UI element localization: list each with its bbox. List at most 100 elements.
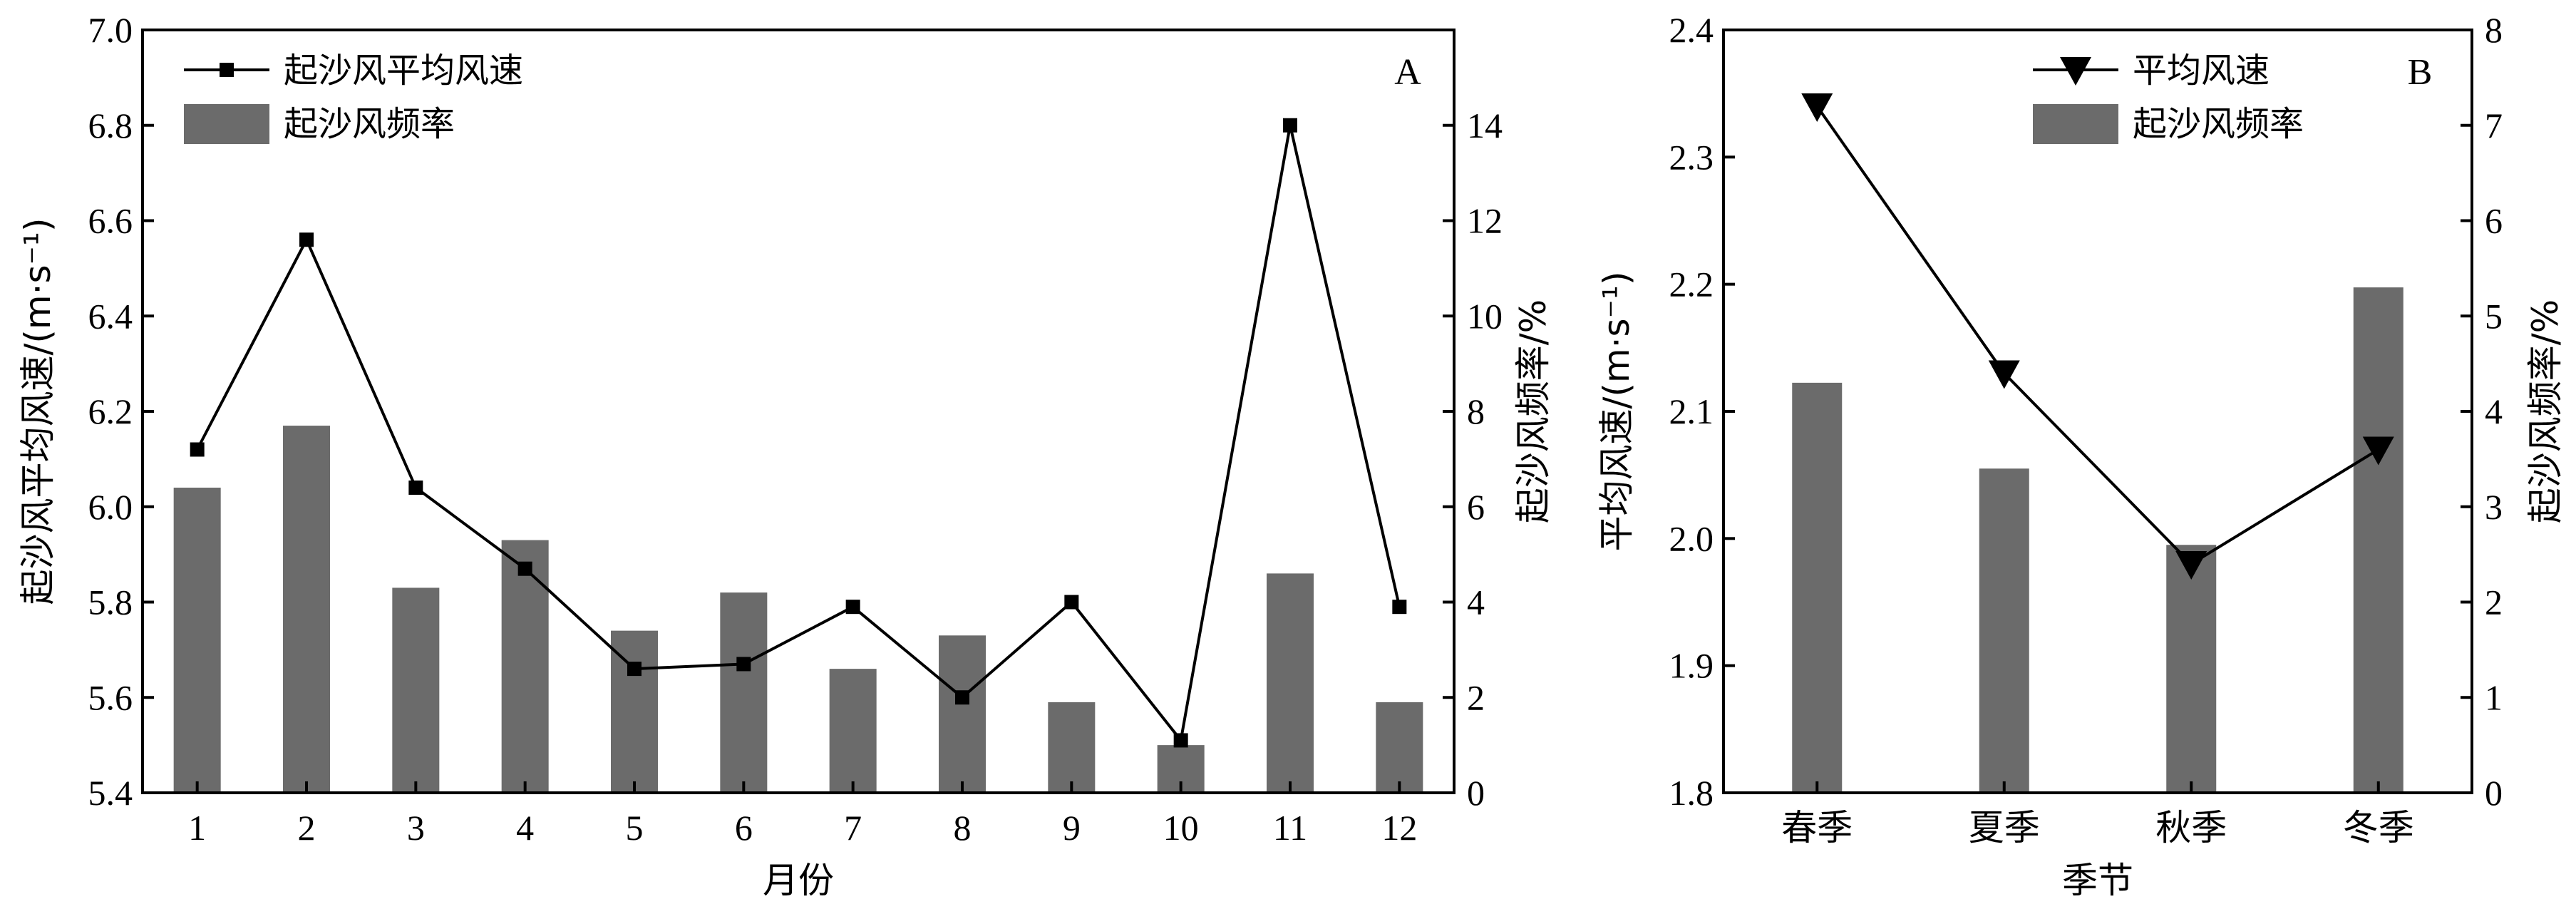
point-2: [299, 232, 314, 247]
left-tick-label: 6.8: [88, 106, 133, 145]
plot-frame: [141, 29, 1456, 794]
bar-春季: [1792, 382, 1843, 793]
point-4: [517, 561, 532, 576]
x-tick-label: 3: [407, 808, 425, 848]
right-tick-label: 8: [1467, 391, 1485, 431]
right-tick-label: 2: [2485, 582, 2503, 622]
bar-3: [392, 587, 440, 793]
x-tick-label: 2: [298, 808, 316, 848]
x-tick-label: 7: [844, 808, 862, 848]
legend-label-bar: 起沙风频率: [2133, 104, 2304, 144]
right-tick-label: 5: [2485, 296, 2503, 336]
left-tick-label: 7.0: [88, 10, 133, 50]
left-tick-label: 2.4: [1669, 10, 1714, 50]
bar-4: [501, 540, 549, 793]
right-tick-label: 12: [1467, 201, 1503, 241]
left-axis-title: 起沙风平均风速/(m·s⁻¹): [17, 218, 58, 605]
point-夏季: [1988, 360, 2020, 389]
right-axis-title: 起沙风频率/%: [2525, 299, 2566, 523]
point-8: [955, 690, 969, 705]
point-11: [1283, 118, 1297, 133]
line-series: [1815, 105, 2379, 566]
legend-bar-symbol: [2033, 104, 2118, 144]
bar-夏季: [1979, 468, 2029, 793]
point-12: [1392, 600, 1407, 615]
x-tick-label: 10: [1163, 808, 1199, 848]
point-秋季: [2175, 551, 2207, 580]
x-axis-title: 季节: [2062, 860, 2133, 901]
bar-8: [939, 635, 986, 793]
legend-label-bar: 起沙风频率: [284, 104, 455, 144]
point-1: [190, 442, 205, 457]
left-tick-label: 1.8: [1669, 773, 1714, 813]
left-tick-label: 1.9: [1669, 646, 1714, 686]
bar-11: [1267, 573, 1314, 793]
legend-bar-symbol: [184, 104, 269, 144]
bar-1: [173, 488, 221, 793]
x-tick-label: 1: [188, 808, 206, 848]
point-5: [627, 662, 642, 677]
x-tick-label: 夏季: [1969, 807, 2040, 848]
x-tick-label: 秋季: [2155, 807, 2227, 848]
right-tick-label: 6: [2485, 201, 2503, 241]
legend-marker: [2060, 57, 2091, 86]
left-tick-label: 6.6: [88, 201, 133, 241]
point-冬季: [2362, 436, 2394, 466]
right-tick-label: 0: [2485, 773, 2503, 813]
right-tick-label: 4: [2485, 391, 2503, 431]
bar-秋季: [2166, 545, 2217, 793]
right-tick-label: 2: [1467, 677, 1485, 717]
bar-2: [283, 426, 330, 793]
bar-7: [829, 669, 877, 793]
bar-6: [720, 592, 768, 793]
x-tick-label: 5: [626, 808, 644, 848]
right-tick-label: 4: [1467, 582, 1485, 622]
panel-label: B: [2408, 52, 2433, 93]
left-tick-label: 5.8: [88, 582, 133, 622]
point-10: [1173, 733, 1188, 748]
x-tick-label: 冬季: [2343, 807, 2414, 848]
right-tick-label: 1: [2485, 677, 2503, 717]
left-tick-label: 2.0: [1669, 518, 1714, 558]
left-tick-label: 6.0: [88, 487, 133, 527]
left-tick-label: 5.6: [88, 677, 133, 717]
right-axis-title: 起沙风频率/%: [1513, 299, 1554, 523]
right-tick-label: 6: [1467, 487, 1485, 527]
right-tick-label: 3: [2485, 487, 2503, 527]
point-春季: [1801, 93, 1833, 122]
x-tick-label: 12: [1381, 808, 1417, 848]
panel-b: 1.8 1.9 2.0 2.1 2.2 2.3 2.4 0 1 2 3 4 5 6 7 8 春季 夏季 秋季 冬季季节…: [1596, 10, 2566, 901]
left-tick-label: 2.2: [1669, 265, 1714, 304]
bar-12: [1376, 702, 1423, 793]
point-6: [736, 657, 751, 672]
legend-label-line: 起沙风平均风速: [284, 51, 523, 91]
x-tick-label: 6: [735, 808, 753, 848]
panel-label: A: [1394, 52, 1421, 93]
right-tick-label: 10: [1467, 296, 1503, 336]
x-axis-title: 月份: [763, 860, 834, 901]
left-tick-label: 2.3: [1669, 137, 1714, 177]
legend-marker: [220, 63, 234, 77]
bar-5: [611, 630, 658, 793]
bar-冬季: [2353, 287, 2404, 793]
legend-label-line: 平均风速: [2133, 51, 2270, 91]
right-tick-label: 7: [2485, 106, 2503, 145]
x-tick-label: 9: [1063, 808, 1081, 848]
left-tick-label: 2.1: [1669, 391, 1714, 431]
bar-9: [1048, 702, 1096, 793]
x-tick-label: 4: [516, 808, 534, 848]
left-tick-label: 6.2: [88, 391, 133, 431]
point-3: [408, 481, 423, 495]
point-7: [845, 600, 860, 615]
x-tick-label: 春季: [1781, 807, 1853, 848]
left-tick-label: 5.4: [88, 773, 133, 813]
left-tick-label: 6.4: [88, 296, 133, 336]
point-9: [1064, 595, 1079, 610]
right-tick-label: 0: [1467, 773, 1485, 813]
x-tick-label: 8: [954, 808, 972, 848]
left-axis-title: 平均风速/(m·s⁻¹): [1596, 272, 1637, 552]
line-series: [195, 125, 1401, 744]
right-tick-label: 8: [2485, 10, 2503, 50]
